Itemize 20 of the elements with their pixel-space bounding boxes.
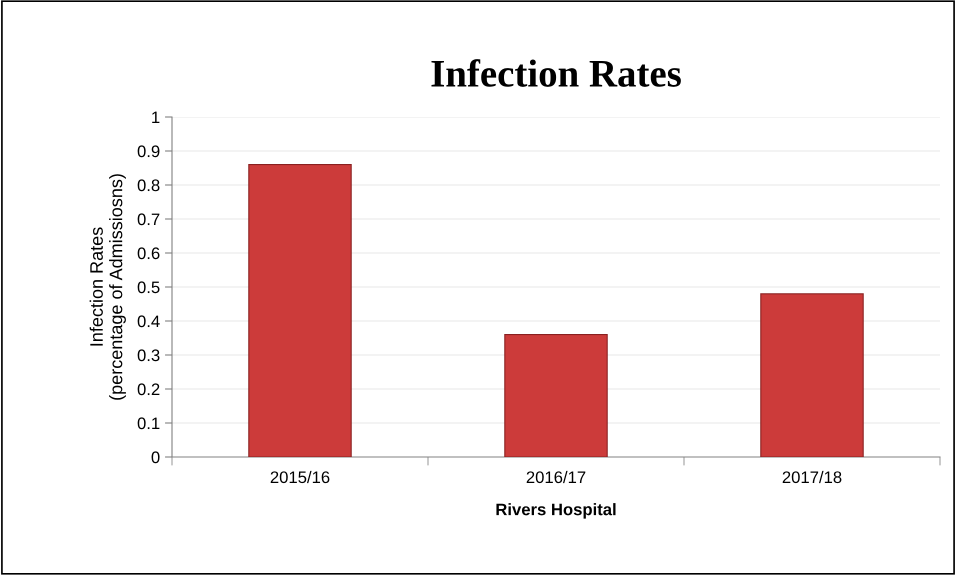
bar (504, 334, 608, 457)
y-tick-label: 0.2 (138, 383, 160, 396)
y-tick-label: 0.5 (138, 281, 160, 294)
y-tick-label: 0.6 (138, 247, 160, 260)
y-tick-label: 0.4 (138, 315, 160, 328)
chart-title: Infection Rates (431, 59, 681, 87)
y-tick-label: 0.8 (138, 179, 160, 192)
x-tick-label: 2017/18 (782, 470, 842, 484)
y-axis-title: Infection Rates (percentage of Admissiosns) (90, 174, 126, 400)
x-axis-title: Rivers Hospital (496, 503, 616, 519)
bar (760, 293, 864, 457)
y-tick-label: 0.9 (138, 145, 160, 158)
y-tick-label: 0.7 (138, 213, 160, 226)
x-tick-label: 2016/17 (526, 470, 586, 484)
y-tick-label: 0.3 (138, 349, 160, 362)
bar (248, 164, 352, 457)
y-tick-label: 0.1 (138, 417, 160, 430)
y-tick-label: 1 (152, 112, 160, 124)
x-tick-label: 2015/16 (270, 470, 330, 484)
y-tick-label: 0 (152, 451, 160, 464)
